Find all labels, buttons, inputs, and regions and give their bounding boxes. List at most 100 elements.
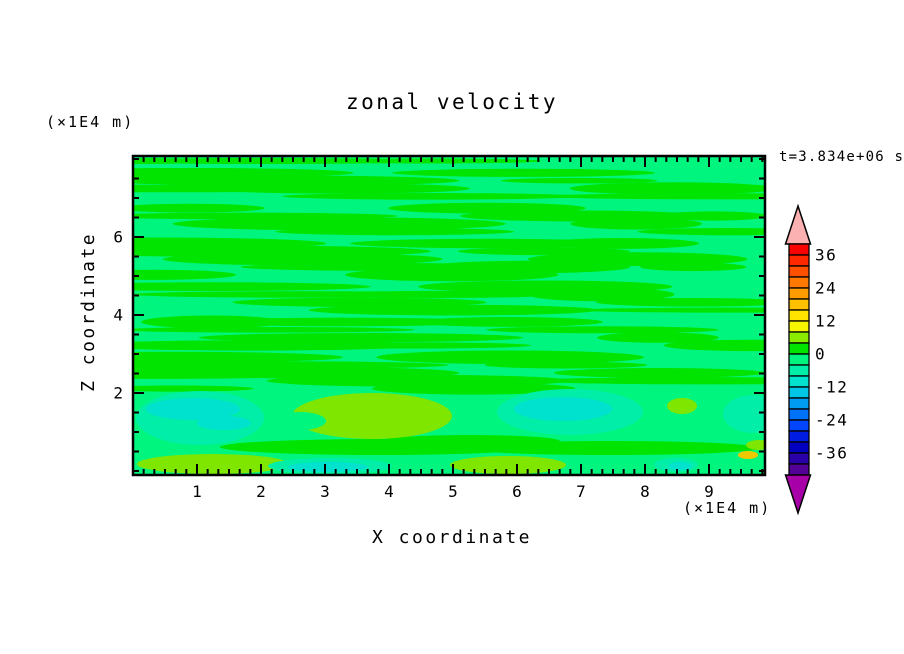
colorbar-segment	[788, 353, 810, 366]
velocity-streak	[196, 317, 493, 327]
velocity-streak	[134, 175, 460, 186]
colorbar-tick-label: 24	[815, 279, 837, 298]
velocity-streak	[597, 332, 719, 343]
velocity-streak	[162, 252, 443, 266]
x-axis-title: X coordinate	[371, 527, 533, 548]
colorbar-tick-label: 12	[815, 312, 837, 331]
contour-feature-turquoise	[288, 462, 368, 472]
x-tick-label: 7	[576, 482, 586, 501]
velocity-streak	[543, 193, 764, 200]
colorbar-tick-label: 0	[815, 345, 826, 364]
colorbar-segment	[788, 298, 810, 311]
time-annotation: t=3.834e+06 s	[779, 149, 904, 165]
colorbar-segment	[788, 397, 810, 410]
colorbar-segment	[788, 254, 810, 267]
colorbar-segment	[788, 243, 810, 256]
contour-feature-turquoise	[514, 397, 612, 421]
x-tick-label: 2	[256, 482, 266, 501]
velocity-streak	[392, 168, 656, 177]
colorbar-tick-label: 36	[815, 246, 837, 265]
velocity-streak	[134, 282, 371, 292]
velocity-streak	[134, 366, 355, 379]
x-tick-label: 5	[448, 482, 458, 501]
velocity-streak	[134, 184, 365, 193]
z-axis-unit-label: (×1E4 m)	[46, 113, 135, 131]
velocity-streak	[570, 218, 703, 230]
contour-feature-mint	[723, 395, 764, 433]
colorbar-segment	[788, 441, 810, 454]
velocity-streak	[569, 182, 764, 195]
contour-feature-green	[380, 435, 560, 447]
x-tick-label: 4	[384, 482, 394, 501]
velocity-streak	[312, 290, 562, 298]
velocity-streak	[640, 262, 747, 272]
x-tick-label: 6	[512, 482, 522, 501]
colorbar-segment	[788, 276, 810, 289]
velocity-streak	[172, 217, 506, 231]
colorbar-segment	[788, 430, 810, 443]
colorbar-segment	[788, 375, 810, 388]
contour-feature-turquoise	[668, 462, 692, 470]
colorbar-segment	[788, 265, 810, 278]
x-tick-label: 1	[192, 482, 202, 501]
colorbar-segment	[788, 364, 810, 377]
contour-feature-yellow_green	[137, 454, 289, 474]
colorbar-segment	[788, 331, 810, 344]
velocity-streak	[134, 269, 237, 280]
velocity-streak	[134, 326, 415, 333]
velocity-streak	[553, 368, 764, 378]
colorbar-segment	[788, 342, 810, 355]
tick-marks	[134, 157, 764, 474]
velocity-streak	[663, 339, 764, 352]
velocity-streak	[134, 361, 449, 369]
contour-feature-yellow_green	[292, 393, 452, 439]
contour-feature-yellow_green	[667, 398, 697, 414]
contour-feature-turquoise	[197, 416, 251, 430]
contour-feature-yellow_green	[450, 456, 566, 474]
velocity-streak	[282, 193, 581, 200]
plot-frame	[131, 154, 767, 477]
x-tick-label: 9	[704, 482, 714, 501]
velocity-streak	[134, 340, 424, 351]
colorbar-segment	[788, 386, 810, 399]
colorbar-tick-label: -24	[815, 411, 848, 430]
velocity-streak	[134, 351, 343, 363]
velocity-streak	[486, 326, 719, 334]
velocity-streak	[232, 297, 487, 307]
colorbar-segment	[788, 320, 810, 333]
contour-feature-spring	[274, 412, 326, 430]
colorbar-over-arrow	[784, 203, 812, 245]
velocity-streak	[595, 298, 764, 307]
colorbar-under-arrow	[784, 474, 812, 516]
z-tick-label: 2	[113, 384, 123, 403]
velocity-streak	[388, 202, 586, 214]
colorbar-segment	[788, 408, 810, 421]
velocity-streak	[376, 350, 644, 365]
velocity-streak	[658, 211, 764, 221]
z-tick-label: 4	[113, 306, 123, 325]
contour-feature-turquoise	[146, 398, 240, 420]
x-tick-label: 3	[320, 482, 330, 501]
velocity-streak	[198, 333, 524, 343]
velocity-streak	[371, 382, 576, 395]
velocity-streak	[526, 377, 764, 385]
colorbar-segment	[788, 309, 810, 322]
x-axis-unit-label: (×1E4 m)	[683, 499, 772, 517]
velocity-streak	[134, 167, 354, 178]
velocity-streak	[637, 228, 764, 236]
velocity-streak	[569, 307, 764, 313]
colorbar-segment	[788, 419, 810, 432]
colorbar-tick-label: -12	[815, 378, 848, 397]
velocity-streak	[275, 228, 515, 236]
colorbar-tick-label: -36	[815, 444, 848, 463]
z-tick-label: 6	[113, 228, 123, 247]
velocity-streak	[527, 287, 675, 302]
colorbar: 36 24 12 0 -12 -24 -36	[784, 203, 848, 516]
contour-feature-gold	[738, 451, 758, 459]
velocity-streak	[543, 238, 700, 249]
velocity-streak	[345, 268, 559, 282]
velocity-streak	[134, 385, 254, 392]
velocity-streak	[308, 304, 598, 316]
